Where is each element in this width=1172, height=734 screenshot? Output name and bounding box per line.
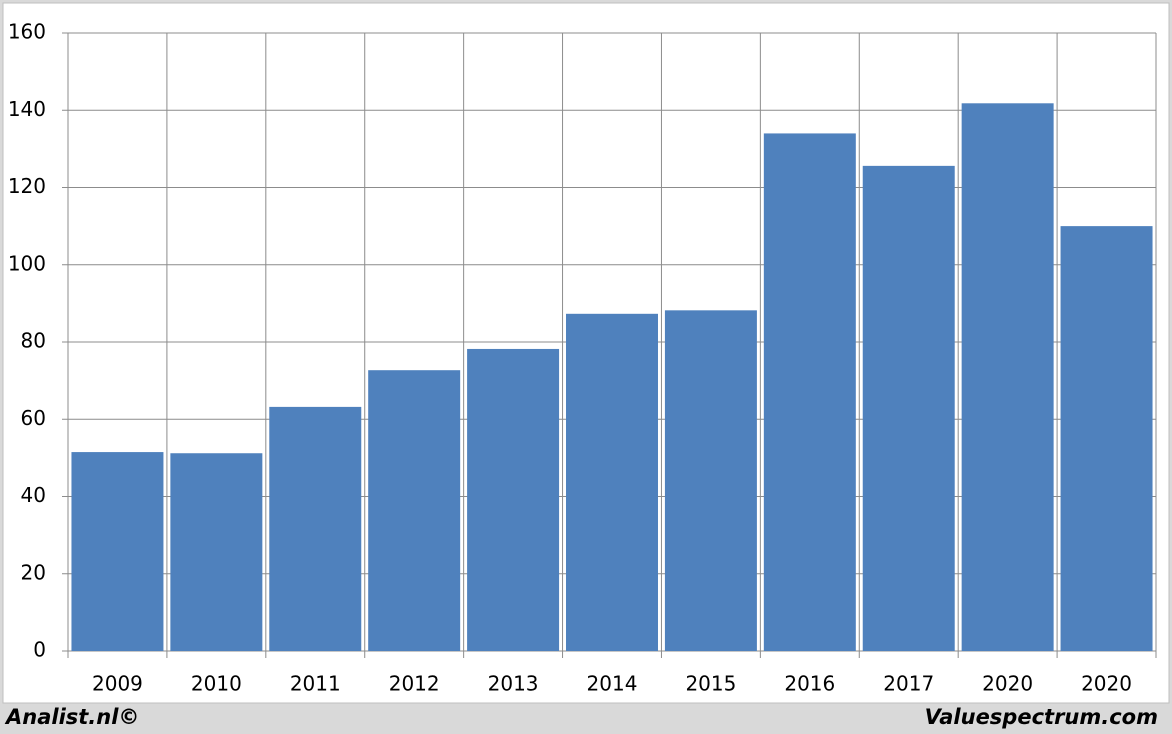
- bar: [368, 370, 461, 651]
- bar: [71, 452, 164, 651]
- y-tick-label: 120: [8, 174, 46, 198]
- x-tick-label: 2014: [587, 672, 638, 696]
- footer-right: Valuespectrum.com: [925, 705, 1158, 729]
- x-tick-label: 2011: [290, 672, 341, 696]
- x-tick-label: 2015: [685, 672, 736, 696]
- x-tick-label: 2013: [488, 672, 539, 696]
- bar: [467, 348, 560, 651]
- y-tick-label: 20: [21, 560, 46, 584]
- y-tick-label: 140: [8, 97, 46, 121]
- bar: [664, 310, 757, 651]
- x-tick-label: 2020: [982, 672, 1033, 696]
- y-tick-label: 80: [21, 329, 46, 353]
- y-tick-label: 60: [21, 406, 46, 430]
- bar: [1060, 226, 1153, 651]
- y-tick-label: 0: [33, 638, 46, 662]
- bar: [269, 406, 362, 651]
- x-tick-label: 2009: [92, 672, 143, 696]
- footer-left: Analist.nl©: [4, 705, 139, 729]
- bar: [862, 165, 955, 651]
- y-tick-label: 160: [8, 20, 46, 44]
- x-tick-label: 2017: [883, 672, 934, 696]
- bar: [763, 133, 856, 652]
- bar: [961, 103, 1054, 652]
- bar: [170, 453, 263, 651]
- x-tick-label: 2010: [191, 672, 242, 696]
- x-tick-label: 2020: [1081, 672, 1132, 696]
- y-tick-label: 100: [8, 251, 46, 275]
- x-tick-label: 2012: [389, 672, 440, 696]
- y-tick-label: 40: [21, 483, 46, 507]
- x-tick-label: 2016: [784, 672, 835, 696]
- bar: [566, 313, 658, 651]
